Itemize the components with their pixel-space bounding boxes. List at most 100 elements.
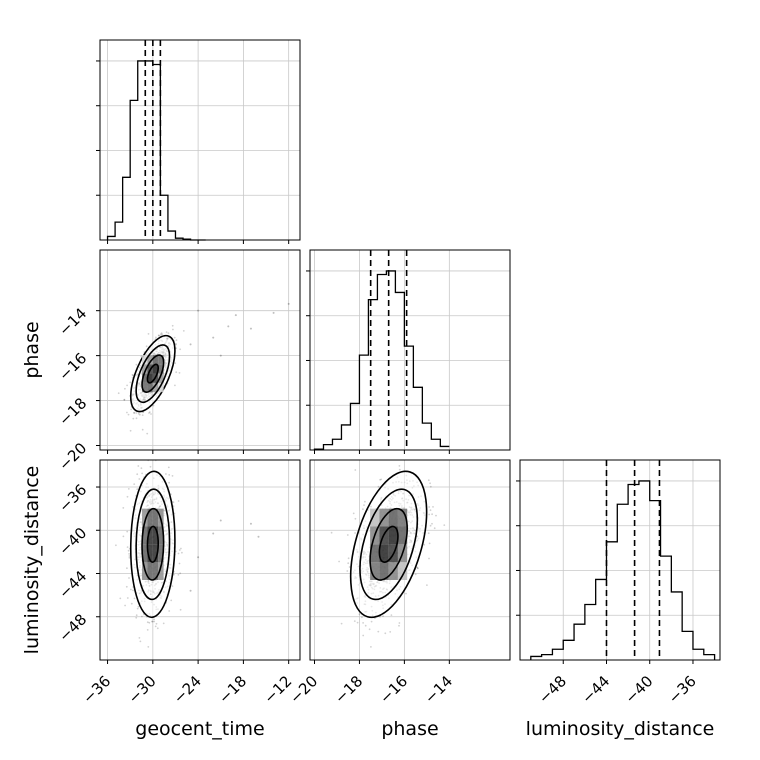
panel-frame xyxy=(99,459,301,661)
scatter-point xyxy=(127,549,130,552)
contour-level-1 xyxy=(141,354,165,393)
scatter-point xyxy=(177,500,180,502)
scatter-point xyxy=(431,513,433,516)
scatter-point xyxy=(175,343,177,346)
density-cell xyxy=(152,508,159,527)
scatter-point xyxy=(153,618,156,621)
scatter-point xyxy=(126,384,128,387)
scatter-point xyxy=(145,345,148,348)
scatter-point xyxy=(177,552,180,555)
scatter-point xyxy=(161,333,164,336)
scatter-point xyxy=(174,362,177,365)
x-tick-label: −30 xyxy=(125,672,160,707)
scatter-point xyxy=(159,333,162,336)
x-tick-label: −36 xyxy=(665,672,700,707)
scatter-point xyxy=(132,589,134,592)
density-cell xyxy=(370,544,380,563)
scatter-point xyxy=(389,631,392,633)
scatter-point xyxy=(433,527,436,530)
scatter-point xyxy=(354,469,357,471)
x-tick-label: −48 xyxy=(535,672,570,707)
scatter-point xyxy=(361,616,363,619)
scatter-point xyxy=(426,584,428,586)
density-cell xyxy=(379,544,389,563)
scatter-point xyxy=(432,506,434,508)
scatter-point xyxy=(151,620,153,623)
density-core xyxy=(142,508,164,580)
scatter-point xyxy=(364,624,367,627)
x-tick-label: −36 xyxy=(79,672,114,707)
scatter-point xyxy=(129,381,132,384)
density-cell xyxy=(147,562,153,580)
x-tick-label: −40 xyxy=(621,672,656,707)
scatter-point xyxy=(122,535,125,538)
scatter-point xyxy=(175,347,178,350)
scatter-point xyxy=(126,567,128,570)
scatter-point xyxy=(179,348,182,351)
scatter-point xyxy=(141,414,144,416)
scatter-point xyxy=(431,522,433,525)
scatter-point xyxy=(363,504,365,506)
scatter-point xyxy=(428,557,430,560)
scatter-point xyxy=(405,592,407,595)
scatter-point xyxy=(135,412,138,414)
scatter-point xyxy=(173,573,175,576)
scatter-point xyxy=(168,481,171,484)
density-cell xyxy=(142,355,148,365)
density-cell xyxy=(147,382,153,393)
scatter-point xyxy=(128,577,130,579)
scatter-point xyxy=(115,544,117,547)
scatter-point xyxy=(370,646,372,648)
scatter-point xyxy=(423,543,426,546)
scatter-point xyxy=(398,468,401,471)
contour-level-2 xyxy=(135,344,171,404)
scatter-point xyxy=(429,482,431,485)
histogram-luminosity-distance xyxy=(530,480,716,660)
panel-frame xyxy=(99,39,301,241)
density-cell xyxy=(147,526,153,545)
scatter-point xyxy=(152,404,155,407)
scatter-point xyxy=(138,637,141,639)
scatter-point xyxy=(126,546,129,548)
scatter-point xyxy=(157,334,160,337)
scatter-point xyxy=(197,556,200,559)
x-tick-label: −18 xyxy=(215,672,250,707)
scatter-point xyxy=(168,610,171,612)
scatter-point xyxy=(139,640,142,643)
panel-frame xyxy=(519,459,721,661)
scatter-point xyxy=(141,615,143,618)
scatter-point xyxy=(398,622,401,624)
scatter-point xyxy=(125,585,128,588)
scatter-point xyxy=(272,311,275,314)
scatter-point xyxy=(149,465,152,468)
scatter-point xyxy=(135,363,138,366)
x-tick-label: −44 xyxy=(578,672,613,707)
scatter-point xyxy=(352,512,355,515)
scatter-point xyxy=(129,429,132,432)
scatter-point xyxy=(167,466,170,469)
panels-layer: −20−18−16−14−48−44−40−36−36 −30 −24 −18 −12−… xyxy=(55,39,721,707)
scatter-point xyxy=(429,509,432,512)
scatter-point xyxy=(141,472,144,475)
scatter-point xyxy=(173,336,176,339)
x-tick-label: −16 xyxy=(376,672,411,707)
scatter-point xyxy=(178,549,181,551)
scatter-point xyxy=(140,467,143,470)
contour-level-0 xyxy=(146,525,160,563)
scatter-point xyxy=(155,336,157,339)
scatter-point xyxy=(380,478,383,481)
scatter-point xyxy=(123,398,126,401)
scatter-point xyxy=(346,570,349,572)
scatter-point xyxy=(172,501,175,504)
panel-geocent-time-vs-geocent-time xyxy=(96,39,301,244)
y-tick-label: −48 xyxy=(55,610,90,645)
scatter-point xyxy=(179,572,182,575)
scatter-point xyxy=(249,522,252,525)
scatter-point xyxy=(219,354,222,357)
density-cell xyxy=(379,562,389,580)
x-tick-label: −20 xyxy=(286,672,321,707)
scatter-point xyxy=(249,327,252,330)
contour-level-1 xyxy=(369,507,408,581)
scatter-point xyxy=(189,589,192,592)
density-cell xyxy=(158,544,164,563)
